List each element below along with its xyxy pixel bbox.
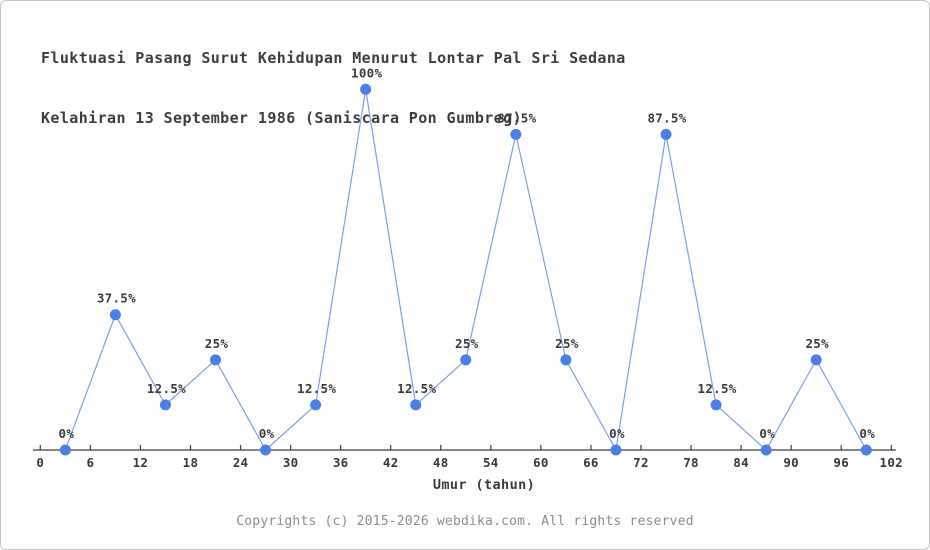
data-point-label: 0%: [59, 426, 75, 441]
x-axis-tick-label: 54: [483, 455, 499, 470]
data-point: [760, 444, 772, 456]
x-axis-tick-label: 6: [86, 455, 94, 470]
x-axis-tick-label: 72: [633, 455, 649, 470]
data-point: [810, 354, 822, 366]
x-axis-tick-label: 96: [833, 455, 849, 470]
data-point-label: 12.5%: [147, 381, 186, 396]
x-axis-tick-label: 36: [333, 455, 349, 470]
chart-title-line2: Kelahiran 13 September 1986 (Saniscara P…: [41, 109, 522, 127]
data-point: [260, 444, 272, 456]
chart-title: Fluktuasi Pasang Surut Kehidupan Menurut…: [41, 8, 626, 168]
data-point-label: 0%: [759, 426, 775, 441]
data-point-label: 87.5%: [497, 110, 536, 125]
x-axis-tick-label: 30: [283, 455, 299, 470]
x-axis-tick-label: 42: [383, 455, 399, 470]
x-axis-tick-label: 18: [183, 455, 199, 470]
data-point-label: 25%: [205, 336, 229, 351]
data-point: [510, 128, 522, 140]
data-point: [210, 354, 222, 366]
data-point-label: 12.5%: [397, 381, 436, 396]
x-axis-tick-label: 102: [880, 455, 903, 470]
x-axis-tick-label: 0: [36, 455, 44, 470]
x-axis-tick-label: 60: [533, 455, 549, 470]
copyright-text: Copyrights (c) 2015-2026 webdika.com. Al…: [236, 514, 694, 529]
x-axis-tick-label: 48: [433, 455, 449, 470]
data-point-label: 0%: [259, 426, 275, 441]
data-point: [410, 399, 422, 411]
data-point: [159, 399, 171, 411]
data-point: [660, 128, 672, 140]
data-point: [109, 309, 121, 321]
chart-title-line1: Fluktuasi Pasang Surut Kehidupan Menurut…: [41, 49, 626, 67]
data-point-label: 100%: [351, 65, 382, 80]
data-point: [310, 399, 322, 411]
x-axis-tick-label: 24: [233, 455, 249, 470]
x-axis-tick-label: 90: [783, 455, 799, 470]
data-point: [460, 354, 472, 366]
data-point-label: 25%: [555, 336, 579, 351]
data-point-label: 25%: [455, 336, 479, 351]
x-axis-tick-label: 12: [133, 455, 149, 470]
data-point: [610, 444, 622, 456]
x-axis-tick-label: 66: [583, 455, 599, 470]
data-point: [360, 83, 372, 95]
data-point-label: 0%: [859, 426, 875, 441]
data-point: [860, 444, 872, 456]
data-point-label: 12.5%: [698, 381, 737, 396]
data-point-label: 12.5%: [297, 381, 336, 396]
data-point-label: 37.5%: [97, 291, 136, 306]
data-point-label: 0%: [609, 426, 625, 441]
data-point: [560, 354, 572, 366]
data-point-label: 87.5%: [647, 110, 686, 125]
data-point-label: 25%: [805, 336, 829, 351]
x-axis-title: Umur (tahun): [432, 477, 536, 493]
data-point: [710, 399, 722, 411]
x-axis-tick-label: 84: [733, 455, 749, 470]
data-point: [59, 444, 71, 456]
x-axis-tick-label: 78: [683, 455, 699, 470]
